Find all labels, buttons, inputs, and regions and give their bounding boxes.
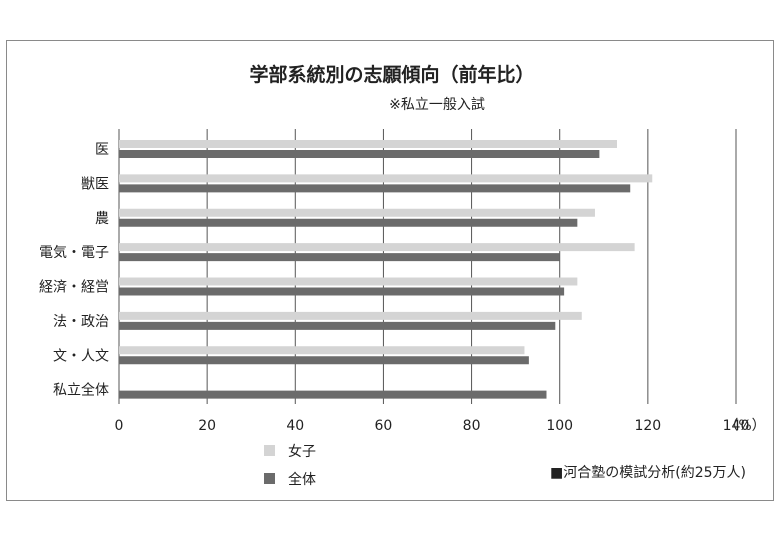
category-label-1: 獣医 bbox=[81, 176, 109, 192]
legend-swatch-1 bbox=[264, 473, 275, 484]
bar-overall-5 bbox=[119, 321, 556, 330]
bar-overall-7 bbox=[119, 390, 547, 399]
chart-subtitle: ※私立一般入試 bbox=[389, 97, 485, 113]
x-tick-label-2: 40 bbox=[286, 418, 304, 434]
bar-female-0 bbox=[119, 140, 618, 148]
bar-overall-1 bbox=[119, 184, 631, 193]
bar-female-3 bbox=[119, 243, 635, 252]
x-tick-label-3: 60 bbox=[375, 418, 393, 434]
bar-overall-4 bbox=[119, 287, 565, 296]
bar-overall-2 bbox=[119, 218, 578, 227]
legend-label-1: 全体 bbox=[288, 471, 316, 488]
category-label-2: 農 bbox=[95, 211, 109, 227]
category-label-7: 私立全体 bbox=[53, 382, 109, 399]
bar-female-2 bbox=[119, 208, 595, 217]
bars bbox=[119, 140, 653, 399]
x-axis-ticks: 0 20 40 60 80 100 120 140 bbox=[115, 418, 750, 434]
bar-female-4 bbox=[119, 277, 578, 286]
x-tick-label-5: 100 bbox=[546, 418, 573, 434]
bar-female-1 bbox=[119, 174, 653, 183]
x-tick-label-6: 120 bbox=[634, 418, 661, 434]
bar-overall-0 bbox=[119, 150, 600, 158]
legend-swatch-0 bbox=[264, 445, 275, 456]
category-label-5: 法・政治 bbox=[53, 314, 109, 330]
category-label-6: 文・人文 bbox=[53, 348, 109, 364]
x-tick-label-0: 0 bbox=[115, 418, 124, 434]
bar-overall-6 bbox=[119, 356, 529, 365]
x-axis-unit: （%） bbox=[724, 418, 765, 434]
x-tick-label-4: 80 bbox=[463, 418, 481, 434]
bar-female-5 bbox=[119, 311, 582, 320]
category-label-3: 電気・電子 bbox=[39, 245, 109, 261]
chart-frame: 学部系統別の志願傾向（前年比） ※私立一般入試 医獣医農電気・電子経済・経営法・… bbox=[6, 40, 774, 501]
legend-label-0: 女子 bbox=[288, 443, 316, 460]
category-label-4: 経済・経営 bbox=[39, 280, 109, 296]
bar-overall-3 bbox=[119, 253, 560, 262]
source-note: ■河合塾の模試分析(約25万人) bbox=[550, 465, 746, 481]
bar-female-6 bbox=[119, 346, 525, 355]
x-tick-label-1: 20 bbox=[198, 418, 216, 434]
bar-chart: 学部系統別の志願傾向（前年比） ※私立一般入試 医獣医農電気・電子経済・経営法・… bbox=[39, 63, 766, 488]
chart-title: 学部系統別の志願傾向（前年比） bbox=[249, 63, 534, 86]
x-tick-label-7: 140 bbox=[723, 418, 750, 434]
category-label-0: 医 bbox=[95, 142, 109, 158]
